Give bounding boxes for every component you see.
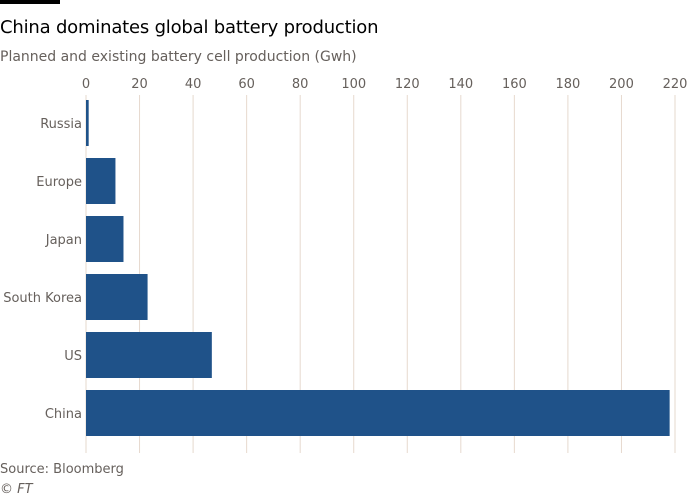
bar-south-korea: [86, 274, 148, 320]
x-tick-label: 80: [292, 77, 309, 92]
category-label: China: [45, 407, 82, 422]
x-tick-label: 60: [238, 77, 255, 92]
bars: [86, 100, 670, 436]
category-labels: Russia Europe Japan South Korea US China: [3, 117, 82, 422]
x-tick-label: 180: [555, 77, 580, 92]
category-label: Russia: [40, 117, 82, 132]
category-label: Japan: [45, 233, 82, 248]
bar-russia: [86, 100, 89, 146]
category-label: Europe: [36, 175, 82, 190]
x-tick-label: 20: [131, 77, 148, 92]
brand-bar: [0, 0, 60, 4]
bar-china: [86, 390, 670, 436]
x-tick-labels: 0 20 40 60 80 100 120 140 160 180 200 220: [82, 77, 688, 92]
source-note: Source: Bloomberg: [0, 462, 124, 477]
x-tick-label: 100: [341, 77, 366, 92]
category-label: US: [64, 349, 82, 364]
x-tick-label: 160: [502, 77, 527, 92]
x-tick-label: 0: [82, 77, 90, 92]
bar-japan: [86, 216, 124, 262]
x-tick-label: 200: [609, 77, 634, 92]
bar-europe: [86, 158, 116, 204]
x-tick-label: 120: [395, 77, 420, 92]
x-tick-label: 140: [448, 77, 473, 92]
chart-subtitle: Planned and existing battery cell produc…: [0, 49, 357, 65]
chart-title: China dominates global battery productio…: [0, 17, 379, 38]
bar-us: [86, 332, 212, 378]
x-tick-label: 40: [185, 77, 202, 92]
x-tick-label: 220: [663, 77, 688, 92]
copyright-note: © FT: [0, 482, 33, 497]
category-label: South Korea: [3, 291, 82, 306]
